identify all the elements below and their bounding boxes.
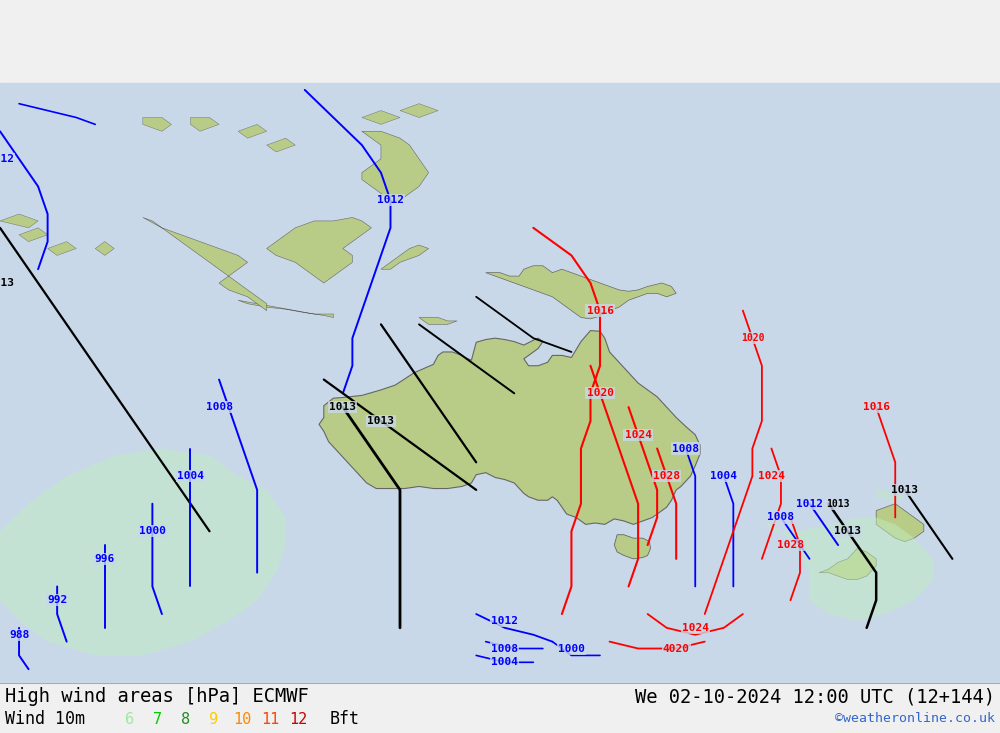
Text: 6: 6 [125,712,135,726]
Polygon shape [614,535,650,559]
Text: 8: 8 [181,712,191,726]
Text: 1012: 1012 [491,616,518,626]
Text: 1020: 1020 [741,334,764,343]
Text: 7: 7 [153,712,163,726]
Polygon shape [319,331,700,524]
Polygon shape [238,301,333,317]
Text: High wind areas [hPa] ECMWF: High wind areas [hPa] ECMWF [5,688,309,707]
Text: 1013: 1013 [826,498,850,509]
Text: 11: 11 [261,712,279,726]
Polygon shape [0,449,286,655]
Bar [0,83,1000,683]
Polygon shape [876,490,905,504]
Text: 1013: 1013 [367,416,394,426]
Polygon shape [267,218,371,283]
Polygon shape [381,245,429,269]
Text: 12: 12 [289,712,307,726]
Text: 1013: 1013 [329,402,356,412]
Polygon shape [762,517,933,621]
Text: 1028: 1028 [777,540,804,550]
Polygon shape [267,139,295,152]
Text: Bft: Bft [330,710,360,728]
Polygon shape [486,266,676,319]
Text: 1024: 1024 [682,623,709,633]
Text: 1016: 1016 [586,306,614,316]
Text: ©weatheronline.co.uk: ©weatheronline.co.uk [835,712,995,726]
Text: 988: 988 [9,630,29,640]
Text: 1020: 1020 [586,388,614,398]
Text: 1012: 1012 [0,154,14,164]
Text: 1012: 1012 [796,498,823,509]
Text: 996: 996 [95,554,115,564]
Text: 1016: 1016 [863,402,890,412]
Text: 1012: 1012 [377,195,404,205]
Text: 10: 10 [233,712,251,726]
Text: 1000: 1000 [558,644,585,654]
Polygon shape [362,111,400,125]
Polygon shape [238,125,267,139]
Bar [0,683,1000,733]
Text: 4020: 4020 [663,644,690,654]
Text: 1004: 1004 [710,471,737,481]
Polygon shape [0,214,38,228]
Text: 1000: 1000 [139,526,166,537]
Polygon shape [143,117,171,131]
Text: 992: 992 [47,595,67,605]
Text: 1013: 1013 [834,526,861,537]
Text: 1013: 1013 [0,278,14,288]
Text: Wind 10m: Wind 10m [5,710,85,728]
Text: 1008: 1008 [767,512,794,523]
Polygon shape [876,504,924,542]
Polygon shape [400,103,438,117]
Polygon shape [95,242,114,255]
Text: We 02-10-2024 12:00 UTC (12+144): We 02-10-2024 12:00 UTC (12+144) [635,688,995,707]
Text: 9: 9 [209,712,219,726]
Text: 1004: 1004 [177,471,204,481]
Polygon shape [19,228,48,242]
Polygon shape [143,218,267,311]
Text: 1008: 1008 [206,402,233,412]
Polygon shape [362,131,429,200]
Text: 1024: 1024 [625,430,652,440]
Text: 1013: 1013 [891,485,918,495]
Text: 1024: 1024 [758,471,785,481]
Text: 1004: 1004 [491,658,518,667]
Polygon shape [819,548,876,580]
Text: 1008: 1008 [672,443,699,454]
Text: 1028: 1028 [653,471,680,481]
Polygon shape [419,317,457,325]
Text: 1008: 1008 [491,644,518,654]
Polygon shape [48,242,76,255]
Polygon shape [190,117,219,131]
